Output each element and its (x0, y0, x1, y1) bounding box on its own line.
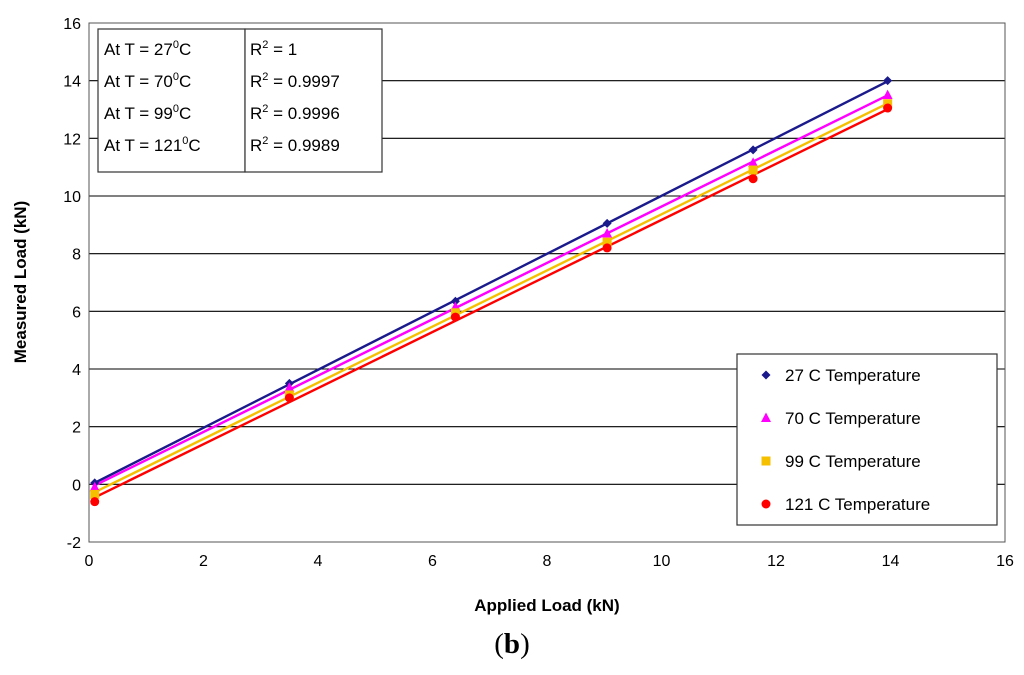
annotation-box: At T = 270C R2 = 1 At T = 700C R2 = 0.9997 A… (97, 28, 383, 173)
legend-box (736, 353, 998, 526)
annotation-r-squared: R2 = 1 (250, 39, 297, 59)
data-point (602, 237, 612, 247)
annotation-temperature: At T = 700C (104, 71, 191, 91)
x-tick-label: 8 (543, 553, 552, 570)
legend-label: 27 C Temperature (785, 366, 921, 385)
x-tick-label: 2 (199, 553, 208, 570)
trendline (94, 94, 889, 487)
legend-marker (761, 456, 771, 466)
data-markers (89, 76, 893, 507)
y-tick-label: 12 (63, 131, 81, 148)
y-axis-title: Measured Load (kN) (11, 201, 30, 363)
data-point (602, 243, 612, 253)
annotation-r-squared: R2 = 0.9996 (250, 103, 340, 123)
x-axis-title: Applied Load (kN) (474, 596, 619, 615)
data-point (89, 481, 100, 492)
annotation-temperature: At T = 270C (104, 39, 191, 59)
data-point (602, 218, 612, 228)
y-tick-label: 0 (72, 477, 81, 494)
y-tick-label: 14 (63, 74, 81, 91)
x-tick-label: 6 (428, 553, 437, 570)
y-tick-label: 8 (72, 247, 81, 264)
data-point (284, 393, 294, 403)
annotation-r-squared: R2 = 0.9997 (250, 71, 340, 91)
data-point (602, 227, 613, 238)
annotation-box-right (244, 28, 383, 173)
annotation-box-left (97, 28, 246, 173)
data-point (748, 174, 758, 184)
annotation-temperature: At T = 990C (104, 103, 191, 123)
y-tick-label: 4 (72, 362, 81, 379)
data-point (284, 382, 295, 392)
data-point (90, 489, 100, 499)
legend: 27 C Temperature 70 C Temperature 99 C Tem… (736, 353, 998, 526)
data-point (748, 165, 758, 175)
legend-marker (761, 370, 771, 380)
data-point (883, 76, 893, 86)
y-tick-label: 6 (72, 304, 81, 321)
legend-label: 70 C Temperature (785, 409, 921, 428)
figure-caption: (b) (494, 628, 530, 660)
x-tick-label: 12 (767, 553, 785, 570)
data-point (748, 157, 759, 167)
x-tick-label: 4 (314, 553, 323, 570)
legend-marker (761, 412, 771, 422)
legend-marker (761, 499, 771, 509)
x-tick-label: 10 (653, 553, 671, 570)
annotation-temperature: At T = 1210C (104, 135, 201, 155)
legend-label: 121 C Temperature (785, 495, 930, 514)
x-tick-label: 0 (85, 553, 94, 570)
legend-label: 99 C Temperature (785, 452, 921, 471)
plot-border (88, 22, 1006, 543)
data-point (748, 145, 758, 155)
x-tick-label: 16 (996, 553, 1014, 570)
data-point (882, 89, 893, 100)
y-tick-label: 10 (63, 189, 81, 206)
y-tick-label: 16 (63, 16, 81, 33)
y-tick-label: 2 (72, 420, 81, 437)
data-point (883, 103, 893, 113)
annotation-r-squared: R2 = 0.9989 (250, 135, 340, 155)
data-point (450, 296, 460, 306)
y-tick-label: -2 (67, 535, 81, 552)
data-point (450, 312, 460, 322)
x-tick-label: 14 (882, 553, 900, 570)
data-point (90, 497, 100, 507)
